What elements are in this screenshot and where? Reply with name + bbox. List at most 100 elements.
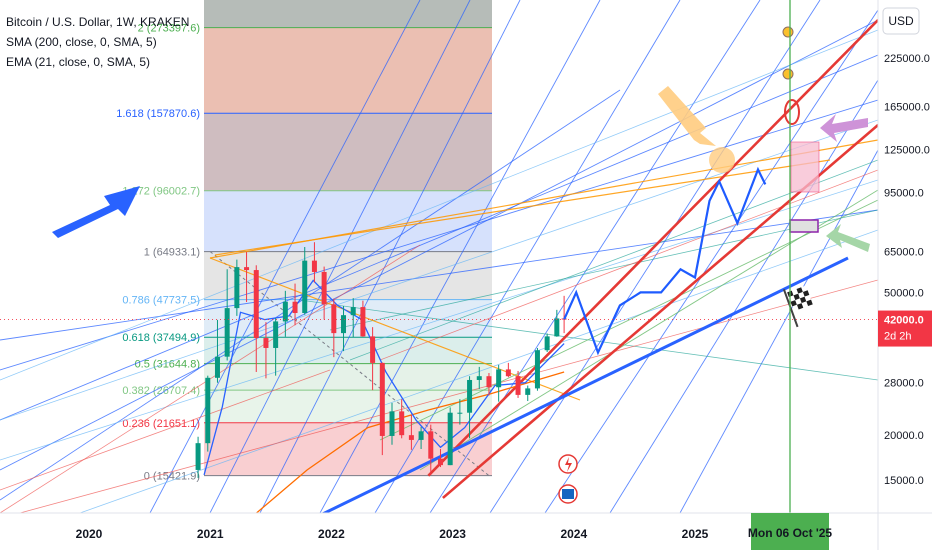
target-zone-box[interactable]	[790, 141, 820, 193]
bar-countdown-label: 2d 2h	[884, 331, 912, 343]
fib-level-label: 1 (64933.1)	[144, 247, 200, 259]
projection-path[interactable]	[563, 166, 767, 356]
trend-line[interactable]	[0, 89, 621, 501]
blue-support-line[interactable]	[300, 256, 849, 525]
candle-body[interactable]	[224, 308, 230, 357]
candle-body[interactable]	[214, 356, 220, 378]
candle-body[interactable]	[273, 321, 279, 348]
trend-line[interactable]	[209, 0, 471, 513]
candle-body[interactable]	[379, 362, 385, 436]
blue-arrow-icon[interactable]	[52, 186, 140, 238]
candle-body[interactable]	[457, 412, 463, 414]
candle-body[interactable]	[360, 307, 366, 337]
x-tick-label: 2024	[560, 527, 587, 541]
y-tick-label: 28000.0	[884, 378, 924, 390]
flag-cell	[799, 296, 807, 304]
candle-body[interactable]	[467, 379, 473, 413]
candle-body[interactable]	[195, 443, 201, 470]
candle-body[interactable]	[311, 260, 317, 272]
checkered-flag-icon[interactable]	[782, 282, 818, 328]
candle-body[interactable]	[282, 301, 288, 322]
legend-sma[interactable]: SMA (200, close, 0, SMA, 5)	[6, 35, 157, 49]
candle-body[interactable]	[554, 318, 560, 337]
smiley-icon[interactable]	[782, 68, 794, 80]
currency-button[interactable]	[882, 7, 920, 35]
price-axis[interactable]	[878, 0, 932, 550]
trend-line[interactable]	[319, 0, 601, 513]
trend-line[interactable]	[0, 54, 878, 421]
candle-body[interactable]	[476, 376, 482, 380]
candle-body[interactable]	[408, 435, 414, 440]
candle-body[interactable]	[302, 260, 308, 314]
candle-body[interactable]	[292, 301, 298, 314]
trend-line[interactable]	[0, 369, 331, 491]
green-arrow-icon[interactable]	[826, 224, 870, 252]
trend-line[interactable]	[429, 0, 761, 513]
candle-body[interactable]	[399, 411, 405, 436]
trend-line[interactable]	[214, 159, 831, 256]
candle-body[interactable]	[437, 458, 443, 466]
fib-level-label: 0 (15421.9)	[144, 471, 200, 483]
support-zone-box[interactable]	[789, 219, 819, 233]
candle-body[interactable]	[515, 376, 521, 395]
candle-body[interactable]	[234, 267, 240, 309]
trend-line[interactable]	[19, 279, 878, 513]
legend-symbol[interactable]: Bitcoin / U.S. Dollar, 1W, KRAKEN	[6, 15, 190, 29]
candle-body[interactable]	[205, 377, 211, 444]
trend-line[interactable]	[419, 189, 878, 471]
candle-body[interactable]	[370, 336, 376, 363]
fib-zone	[204, 337, 492, 364]
trend-line[interactable]	[0, 179, 878, 461]
candle-body[interactable]	[447, 412, 453, 466]
trend-line[interactable]	[299, 299, 878, 381]
candle-body[interactable]	[505, 369, 511, 377]
flag-cell	[804, 294, 812, 302]
legend-ema[interactable]: EMA (21, close, 0, SMA, 5)	[6, 55, 151, 69]
trend-line[interactable]	[0, 29, 878, 381]
trend-line[interactable]	[329, 209, 878, 331]
candle-body[interactable]	[350, 307, 356, 316]
trend-line[interactable]	[149, 0, 421, 513]
orange-arrow-icon[interactable]	[658, 86, 716, 146]
flag-cell	[798, 291, 805, 299]
fib-level-label: 0.786 (47737.5)	[122, 295, 200, 307]
candle-body[interactable]	[534, 350, 540, 389]
trend-line[interactable]	[489, 0, 821, 513]
trend-line[interactable]	[544, 9, 878, 513]
candle-body[interactable]	[486, 376, 492, 388]
y-tick-label: 50000.0	[884, 287, 924, 299]
trend-line[interactable]	[0, 99, 878, 371]
trend-line[interactable]	[374, 0, 681, 513]
current-price-badge[interactable]	[878, 310, 932, 347]
candle-body[interactable]	[525, 388, 531, 395]
candle-body[interactable]	[341, 315, 347, 334]
trend-line[interactable]	[379, 199, 878, 441]
red-circle-marker[interactable]	[784, 99, 800, 125]
target-marker-icon[interactable]	[709, 147, 735, 173]
time-axis[interactable]	[0, 513, 878, 550]
trend-line[interactable]	[0, 209, 878, 341]
candle-body[interactable]	[389, 411, 395, 436]
candle-body[interactable]	[263, 338, 269, 348]
x-tick-label: 2023	[439, 527, 466, 541]
candle-body[interactable]	[544, 336, 550, 351]
trend-line[interactable]	[379, 169, 878, 361]
candle-body[interactable]	[331, 304, 337, 334]
pink-arrow-icon[interactable]	[820, 114, 868, 142]
y-tick-label: 165000.0	[884, 101, 930, 113]
smiley-icon[interactable]	[782, 26, 794, 38]
trend-line[interactable]	[609, 79, 878, 513]
candle-body[interactable]	[321, 271, 327, 305]
candle-body[interactable]	[253, 270, 259, 339]
trend-line[interactable]	[259, 0, 521, 513]
candle-body[interactable]	[496, 369, 502, 388]
red-channel-upper[interactable]	[427, 19, 878, 477]
trend-line[interactable]	[0, 19, 878, 471]
candle-body[interactable]	[418, 431, 424, 440]
y-tick-label: 15000.0	[884, 475, 924, 487]
candle-body[interactable]	[244, 267, 250, 271]
candle-body[interactable]	[428, 431, 434, 459]
x-tick-label: 2021	[197, 527, 224, 541]
